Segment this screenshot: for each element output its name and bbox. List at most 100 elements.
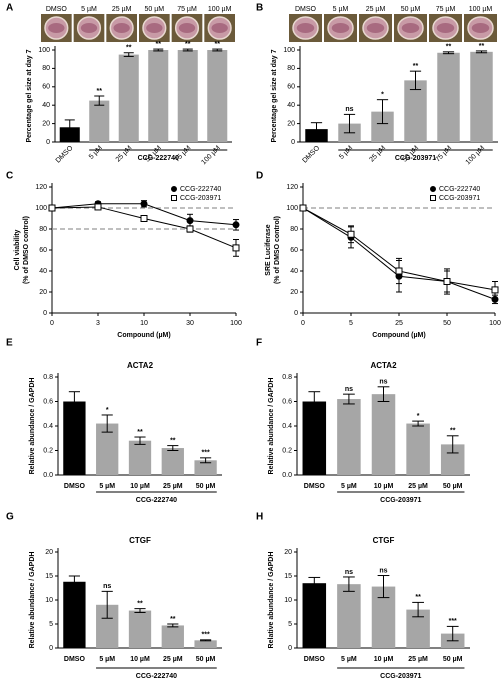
y-axis-label: Relative abundance / GAPDH [268,378,275,475]
significance-label: ns [345,106,353,113]
marker [299,204,307,212]
x-tick-label: 100 µM [200,145,222,167]
y-tick-label: 60 [42,84,50,91]
marker [48,204,56,212]
y-tick-label: 0.6 [43,398,53,405]
group-label: CCG-222740 [138,155,179,162]
y-tick-label: 0.8 [282,374,292,381]
significance-label: ** [446,44,452,51]
bar [161,448,184,475]
y-tick-label: 80 [290,226,298,233]
marker [232,221,240,229]
chart-title: ACTA2 [370,361,397,370]
y-tick-label: 120 [286,184,298,191]
x-tick-label: 10 µM [130,656,150,663]
photo-label: 100 µM [208,6,232,13]
marker [491,286,499,294]
bar [371,111,394,142]
y-tick-label: 100 [38,47,50,54]
panel-letter: G [6,512,14,523]
photo-label: 25 µM [366,6,386,13]
legend-label: CCG-203971 [180,195,221,202]
bar [148,50,169,142]
panel-letter: F [256,338,262,349]
significance-label: ** [415,594,421,601]
x-tick-label: 25 [395,320,403,327]
x-tick-label: 50 µM [196,483,216,490]
y-axis-label: Relative abundance / GAPDH [29,378,36,475]
chart-title: CTGF [373,536,395,545]
x-tick-label: 5 [349,320,353,327]
legend-label: CCG-222740 [180,186,221,193]
x-tick-label: 100 µM [465,145,487,167]
y-tick-label: 20 [42,120,50,127]
x-tick-label: 50 [443,320,451,327]
panel-letter: E [6,338,13,349]
x-tick-label: 50 µM [443,483,463,490]
x-tick-label: 25 µM [408,656,428,663]
group-label: CCG-222740 [136,673,177,680]
photo-label: DMSO [295,6,317,13]
y-tick-label: 15 [284,573,292,580]
significance-label: ** [185,41,191,48]
photo-label: 25 µM [112,6,132,13]
photo-gel [146,23,163,33]
y-tick-label: 20 [290,289,298,296]
y-axis-label: Relative abundance / GAPDH [268,552,275,649]
photo-label: 75 µM [177,6,197,13]
group-label: CCG-222740 [136,497,177,504]
bar [302,401,327,475]
panel-letter: A [6,3,13,14]
y-tick-label: 0.0 [282,472,292,479]
panel-letter: H [256,512,263,523]
panel-letter: C [6,171,13,182]
photo-gel [211,23,228,33]
marker [140,215,148,222]
x-axis-label: Compound (µM) [117,332,170,339]
bar [371,586,396,648]
y-axis-label: Relative abundance / GAPDH [29,552,36,649]
x-tick-label: DMSO [64,483,86,490]
bar [177,50,198,142]
x-tick-label: 0 [50,320,54,327]
y-tick-label: 20 [287,120,295,127]
x-tick-label: 3 [96,320,100,327]
legend-label: CCG-203971 [439,195,480,202]
significance-label: ns [345,569,353,576]
x-tick-label: 25 µM [115,145,134,164]
legend-marker [430,186,436,192]
y-axis-label: Percentage gel size at day 7 [271,49,278,142]
photo-gel [436,23,455,33]
panel-letter: D [256,171,263,182]
x-tick-label: 25 µM [163,483,183,490]
bar [406,423,430,475]
y-tick-label: 40 [42,102,50,109]
photo-label: 50 µM [145,6,165,13]
y-tick-label: 0.0 [43,472,53,479]
x-tick-label: 0 [301,320,305,327]
x-tick-label: 30 [186,320,194,327]
x-tick-label: 5 µM [99,483,115,490]
photo-label: 50 µM [401,6,421,13]
y-tick-label: 80 [42,65,50,72]
x-tick-label: 100 [489,320,501,327]
panel-letter: B [256,3,263,14]
x-tick-label: 10 µM [374,656,394,663]
photo-label: DMSO [46,6,68,13]
bar [337,399,361,475]
bar [470,51,493,143]
photo-label: 5 µM [81,6,97,13]
significance-label: ** [170,437,176,444]
y-tick-label: 40 [287,102,295,109]
photo-gel [331,23,350,33]
photo-label: 5 µM [333,6,349,13]
bar [89,100,110,142]
x-tick-label: 75 µM [434,145,453,164]
x-tick-label: 25 µM [368,145,387,164]
bar [194,640,217,648]
y-axis-label: Cell viability [14,229,21,270]
x-tick-label: DMSO [304,656,326,663]
x-tick-label: DMSO [64,656,86,663]
significance-label: * [381,92,384,99]
bar [96,423,119,475]
